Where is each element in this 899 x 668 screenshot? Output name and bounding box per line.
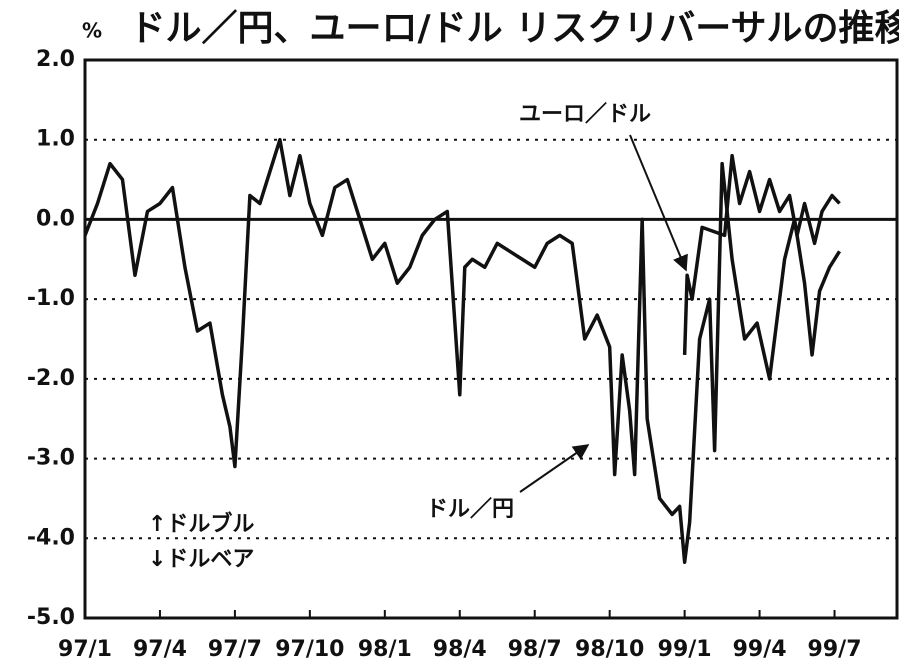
y-tick-label: -4.0 xyxy=(27,525,75,550)
x-tick-label: 97/4 xyxy=(133,637,187,662)
y-axis-label: % xyxy=(82,19,102,43)
x-tick-label: 99/4 xyxy=(733,637,787,662)
annotation: ↑ドルブル xyxy=(148,511,254,537)
x-tick-label: 97/1 xyxy=(58,637,112,662)
series-line xyxy=(83,137,842,564)
annotation: ↓ドルベア xyxy=(148,547,254,572)
y-tick-label: 2.0 xyxy=(36,47,75,72)
x-tick-label: 99/7 xyxy=(808,637,862,662)
series-annotation: ドル／円 xyxy=(426,497,514,522)
x-tick-label: 98/7 xyxy=(508,637,562,662)
x-tick-label: 98/1 xyxy=(358,637,412,662)
arrow xyxy=(629,134,688,272)
x-tick-label: 97/7 xyxy=(208,637,262,662)
y-tick-label: -2.0 xyxy=(27,366,75,391)
series-line xyxy=(682,153,841,355)
y-tick-label: -5.0 xyxy=(27,605,75,630)
x-tick-label: 98/4 xyxy=(433,637,487,662)
y-tick-label: -3.0 xyxy=(27,446,75,471)
chart-title: ドル／円、ユーロ/ドル リスクリバーサルの推移 xyxy=(130,8,899,49)
x-tick-label: 99/1 xyxy=(658,637,712,662)
arrow xyxy=(519,444,590,493)
y-tick-label: -1.0 xyxy=(27,286,75,311)
x-tick-label: 98/10 xyxy=(575,637,644,662)
plot-frame xyxy=(83,58,899,620)
x-tick-label: 97/10 xyxy=(275,637,344,662)
y-tick-label: 0.0 xyxy=(36,206,75,231)
y-tick-label: 1.0 xyxy=(36,127,75,152)
series-annotation: ユーロ／ドル xyxy=(519,102,651,127)
